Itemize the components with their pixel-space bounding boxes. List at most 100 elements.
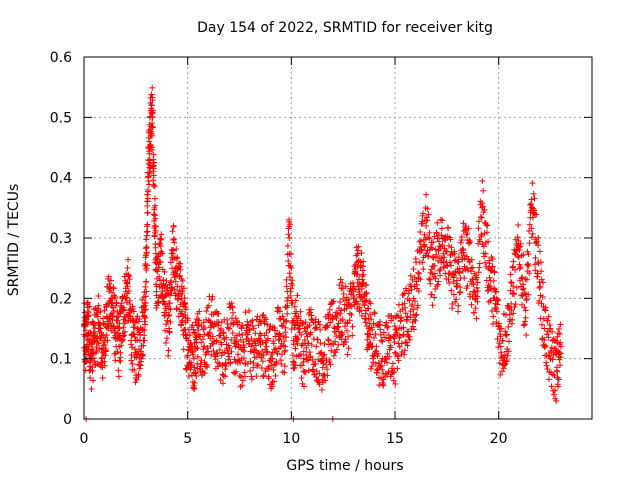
data-point (225, 350, 232, 357)
data-point (220, 372, 227, 379)
data-point (129, 344, 136, 351)
data-point (350, 283, 357, 290)
data-point (330, 352, 337, 359)
data-point (354, 247, 361, 254)
data-point (214, 363, 221, 370)
data-point (425, 211, 432, 218)
data-point (263, 343, 270, 350)
data-point (260, 372, 267, 379)
data-point (412, 317, 419, 324)
data-point (367, 311, 374, 318)
data-point (276, 308, 283, 315)
data-point (179, 288, 186, 295)
data-point (101, 358, 108, 365)
data-point (94, 339, 101, 346)
data-point (139, 326, 146, 333)
data-point (385, 323, 392, 330)
data-point (352, 299, 359, 306)
data-point (227, 359, 234, 366)
data-point (155, 299, 162, 306)
data-point (213, 349, 220, 356)
data-point (148, 132, 155, 139)
data-point (239, 322, 246, 329)
data-point (266, 365, 273, 372)
data-point (199, 336, 206, 343)
data-point (90, 355, 97, 362)
data-point (142, 321, 149, 328)
data-point (379, 381, 386, 388)
data-point (476, 260, 483, 267)
data-point (345, 345, 352, 352)
data-point (324, 366, 331, 373)
data-point (543, 362, 550, 369)
data-point (166, 311, 173, 318)
data-point (182, 311, 189, 318)
data-point (329, 316, 336, 323)
data-point (125, 273, 132, 280)
data-point (143, 278, 150, 285)
data-point (124, 264, 131, 271)
data-point (317, 326, 324, 333)
data-point (186, 373, 193, 380)
data-point (238, 373, 245, 380)
data-point (303, 330, 310, 337)
y-tick-label: 0.4 (50, 171, 72, 187)
data-point (371, 309, 378, 316)
data-point (144, 209, 151, 216)
data-point (214, 350, 221, 357)
data-point (365, 315, 372, 322)
data-point (213, 338, 220, 345)
data-point (122, 295, 129, 302)
data-point (221, 373, 228, 380)
data-point (130, 305, 137, 312)
data-point (150, 181, 157, 188)
data-point (402, 304, 409, 311)
data-point (262, 316, 269, 323)
data-point (93, 309, 100, 316)
data-point (367, 300, 374, 307)
data-point (301, 325, 308, 332)
y-axis-label: SRMTID / TECUs (6, 184, 22, 297)
data-point (522, 307, 529, 314)
data-point (407, 272, 414, 279)
data-point (313, 373, 320, 380)
data-point (349, 332, 356, 339)
data-point (86, 303, 93, 310)
data-point (380, 382, 387, 389)
data-point (510, 291, 517, 298)
data-point (281, 338, 288, 345)
data-point (150, 159, 157, 166)
data-point (279, 313, 286, 320)
data-point (87, 359, 94, 366)
data-point (123, 299, 130, 306)
data-point (384, 324, 391, 331)
data-point (139, 296, 146, 303)
data-point (140, 342, 147, 349)
data-point (100, 315, 107, 322)
data-point (173, 255, 180, 262)
data-point (289, 299, 296, 306)
data-point (150, 151, 157, 158)
data-point (337, 310, 344, 317)
data-point (223, 334, 230, 341)
data-point (377, 331, 384, 338)
data-point (165, 352, 172, 359)
data-point (150, 172, 157, 179)
data-point (412, 312, 419, 319)
data-point (237, 383, 244, 390)
data-point (191, 379, 198, 386)
data-point (192, 370, 199, 377)
data-point (147, 129, 154, 136)
data-point (161, 298, 168, 305)
data-point (375, 322, 382, 329)
data-point (115, 373, 122, 380)
data-point (354, 263, 361, 270)
data-point (302, 319, 309, 326)
data-point (128, 357, 135, 364)
data-point (320, 352, 327, 359)
data-point (349, 323, 356, 330)
data-point (215, 310, 222, 317)
data-point (376, 382, 383, 389)
data-point (176, 263, 183, 270)
data-point (303, 344, 310, 351)
